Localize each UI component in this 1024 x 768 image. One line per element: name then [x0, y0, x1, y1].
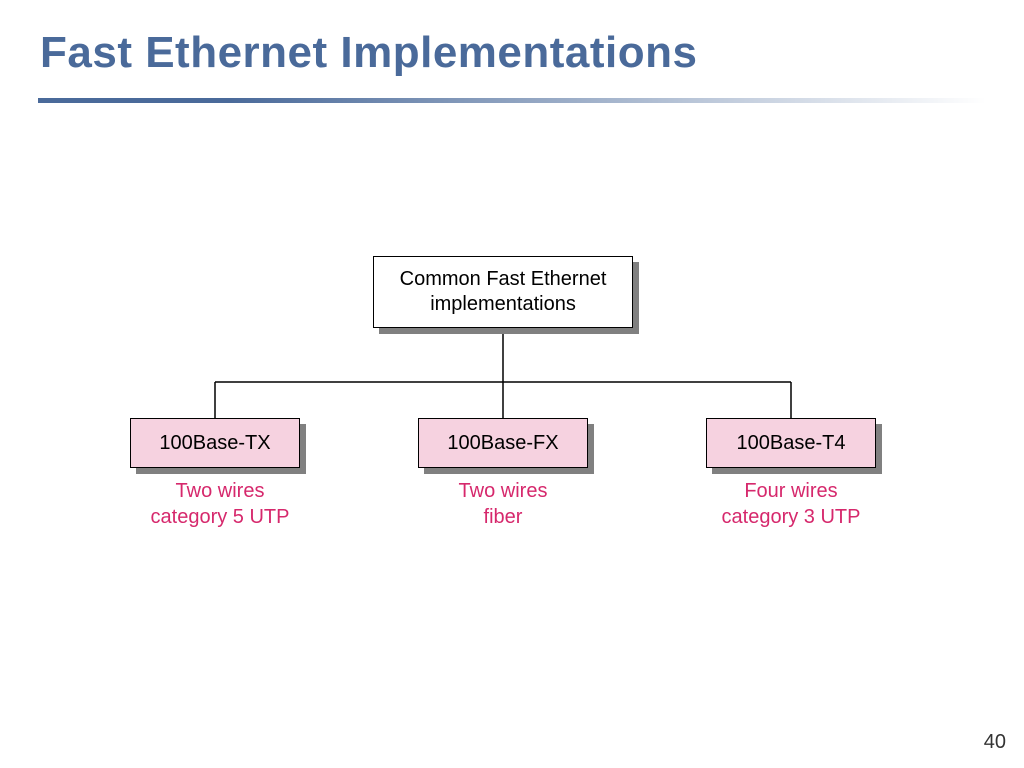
child-box-label: 100Base-T4: [737, 431, 846, 456]
page-number: 40: [984, 731, 1006, 754]
child-caption: Two wires fiber: [418, 478, 588, 530]
title-underline: [38, 98, 986, 103]
child-box: 100Base-T4: [706, 418, 876, 468]
root-box: Common Fast Ethernet implementations: [373, 256, 633, 328]
child-box-label: 100Base-TX: [159, 431, 270, 456]
child-box-label: 100Base-FX: [447, 431, 558, 456]
child-caption: Two wires category 5 UTP: [130, 478, 310, 530]
root-box-label: Common Fast Ethernet implementations: [400, 267, 607, 317]
slide-title: Fast Ethernet Implementations: [40, 28, 698, 78]
child-caption: Four wires category 3 UTP: [696, 478, 886, 530]
child-box: 100Base-FX: [418, 418, 588, 468]
tree-connectors: [0, 0, 1024, 768]
child-box: 100Base-TX: [130, 418, 300, 468]
